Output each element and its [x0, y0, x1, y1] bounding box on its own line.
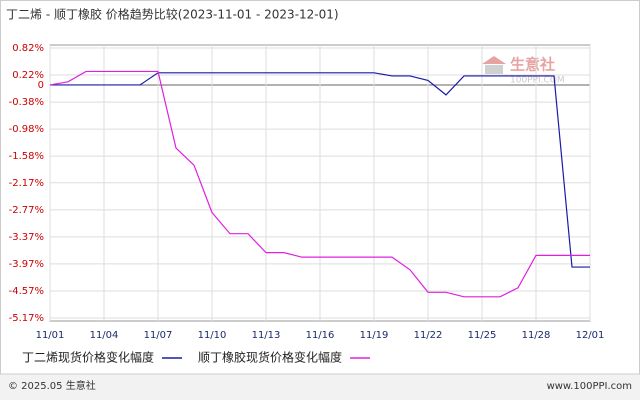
y-tick-label: -1.58% [9, 151, 44, 162]
chart-title: 丁二烯 - 顺丁橡胶 价格趋势比较(2023-11-01 - 2023-12-0… [6, 7, 339, 22]
x-tick-label: 11/13 [252, 330, 281, 341]
x-tick-label: 11/25 [468, 330, 497, 341]
y-tick-label: -4.57% [9, 286, 44, 297]
legend-label: 丁二烯现货价格变化幅度 [22, 350, 154, 365]
x-tick-label: 11/22 [414, 330, 443, 341]
legend-label: 顺丁橡胶现货价格变化幅度 [198, 350, 342, 365]
y-tick-label: -0.98% [9, 124, 44, 135]
y-tick-label: 0.82% [12, 43, 44, 54]
series-line [50, 72, 590, 268]
y-tick-label: -2.17% [9, 178, 44, 189]
x-tick-label: 11/10 [198, 330, 227, 341]
watermark-site: 100PPI.COM [510, 76, 565, 86]
y-tick-label: -2.77% [9, 205, 44, 216]
watermark-brand: 生意社 [510, 56, 555, 74]
footer-copyright: © 2025.05 生意社 [8, 379, 96, 392]
x-tick-label: 11/28 [522, 330, 551, 341]
y-tick-label: -3.37% [9, 232, 44, 243]
watermark: 生意社 100PPI.COM [482, 56, 565, 86]
x-tick-label: 11/07 [144, 330, 173, 341]
y-tick-label: 0 [38, 80, 44, 91]
footer-band [0, 374, 640, 400]
y-tick-label: -5.17% [9, 313, 44, 324]
x-tick-label: 11/16 [306, 330, 335, 341]
x-tick-label: 11/04 [90, 330, 119, 341]
y-tick-label: -0.38% [9, 97, 44, 108]
watermark-icon [482, 56, 506, 64]
x-tick-label: 12/01 [576, 330, 605, 341]
y-tick-label: -3.97% [9, 259, 44, 270]
y-tick-label: 0.22% [12, 70, 44, 81]
x-tick-label: 11/01 [36, 330, 65, 341]
watermark-icon [485, 65, 503, 74]
series-line [49, 70, 590, 298]
footer-site: www.100PPI.com [547, 381, 632, 392]
x-tick-label: 11/19 [360, 330, 389, 341]
